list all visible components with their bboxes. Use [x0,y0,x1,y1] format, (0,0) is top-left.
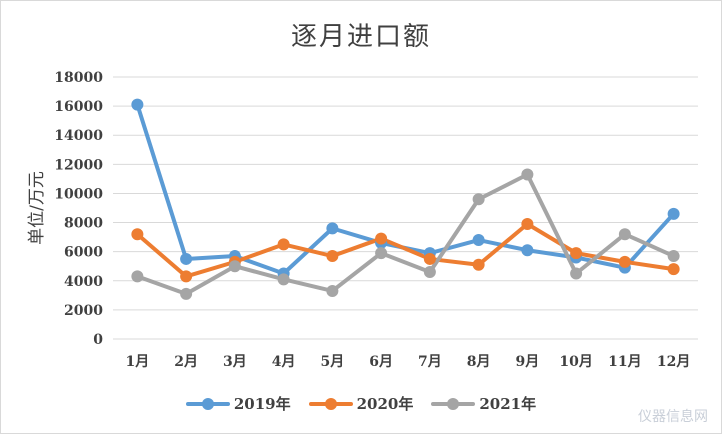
data-point [667,250,680,263]
x-tick-label: 6月 [369,354,393,370]
data-point [180,270,193,283]
x-tick-label: 7月 [418,354,442,370]
data-point [131,270,144,283]
x-tick-label: 12月 [657,354,690,370]
y-tick-label: 16000 [54,99,103,115]
chart-title: 逐月进口额 [290,22,431,52]
y-tick-label: 4000 [64,274,103,290]
y-tick-label: 8000 [64,216,103,232]
data-point [521,168,534,181]
data-point [375,232,388,245]
data-point [472,258,485,271]
x-tick-label: 10月 [559,354,592,370]
x-tick-label: 5月 [321,354,345,370]
x-tick-label: 2月 [174,354,198,370]
x-tick-label: 8月 [467,354,491,370]
legend-label: 2019年 [233,395,291,413]
data-point [423,252,436,265]
y-tick-label: 0 [93,332,103,348]
legend-item: 2020年 [308,393,414,414]
y-tick-label: 12000 [54,157,103,173]
data-point [618,228,631,241]
data-point [326,222,339,235]
x-tick-label: 1月 [126,354,150,370]
data-point [472,193,485,206]
x-tick-label: 4月 [272,354,296,370]
legend-item: 2021年 [431,393,536,414]
data-point [180,252,193,265]
legend-item: 2019年 [185,393,291,414]
data-point [131,98,144,111]
x-tick-label: 9月 [516,354,540,370]
data-point [472,234,485,247]
legend: 2019年 2020年 2021年 [0,393,722,414]
series-line [135,172,676,296]
data-point [667,207,680,220]
data-point [326,284,339,297]
legend-swatch [308,397,353,411]
y-tick-label: 14000 [54,128,103,144]
legend-swatch [185,397,230,411]
data-point [326,250,339,263]
x-tick-label: 3月 [223,354,247,370]
legend-swatch [431,397,476,411]
data-point [131,228,144,241]
data-point [180,287,193,300]
data-point [277,238,290,251]
x-tick-label: 11月 [608,354,641,370]
data-point [570,267,583,280]
data-point [667,263,680,276]
series-line [135,222,676,279]
y-tick-label: 18000 [54,70,103,86]
data-point [521,244,534,257]
legend-label: 2020年 [356,395,414,413]
y-tick-label: 2000 [64,303,103,319]
y-tick-label: 10000 [54,186,103,202]
data-point [228,260,241,273]
y-tick-label: 6000 [64,245,103,261]
data-point [618,255,631,268]
watermark: 仪器信息网 [638,409,708,425]
data-point [277,273,290,286]
data-point [423,266,436,279]
data-point [521,218,534,231]
data-point [570,247,583,260]
data-point [375,247,388,260]
legend-label: 2021年 [479,395,537,413]
